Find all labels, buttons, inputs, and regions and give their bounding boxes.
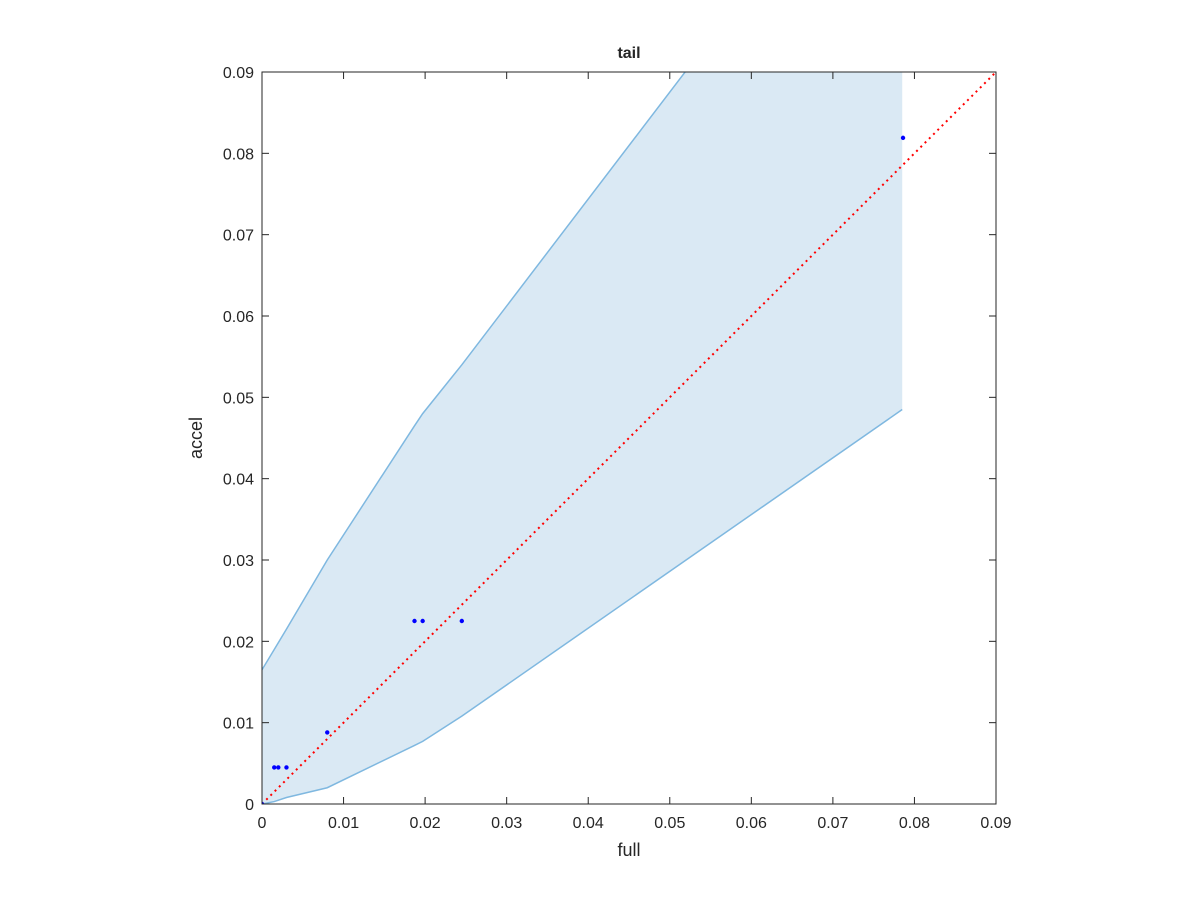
y-tick-label: 0.08 <box>223 146 254 163</box>
chart-title: tail <box>617 45 640 62</box>
y-tick-label: 0.04 <box>223 472 254 489</box>
y-tick-label: 0.09 <box>223 65 254 82</box>
data-point <box>276 765 281 770</box>
x-tick-label: 0.04 <box>573 815 604 832</box>
x-tick-label: 0.03 <box>491 815 522 832</box>
x-axis-label: full <box>617 840 640 860</box>
y-axis-label: accel <box>186 417 206 459</box>
data-point <box>459 618 465 624</box>
y-tick-label: 0.07 <box>223 228 254 245</box>
x-tick-label: 0.09 <box>980 815 1011 832</box>
band-lower-edge <box>262 408 903 804</box>
band-upper-edge <box>262 72 687 671</box>
y-tick-label: 0 <box>245 797 254 814</box>
data-point <box>412 618 417 624</box>
x-tick-label: 0.05 <box>654 815 685 832</box>
x-tick-label: 0.01 <box>328 815 359 832</box>
data-point <box>420 618 425 624</box>
data-point <box>325 730 330 735</box>
y-tick-label: 0.03 <box>223 553 254 570</box>
x-tick-label: 0 <box>258 815 267 832</box>
band-area <box>262 72 903 804</box>
y-tick-label: 0.06 <box>223 309 254 326</box>
y-tick-label: 0.05 <box>223 390 254 407</box>
data-point <box>900 135 906 141</box>
y-tick-label: 0.01 <box>223 716 254 733</box>
x-tick-label: 0.02 <box>410 815 441 832</box>
x-tick-label: 0.06 <box>736 815 767 832</box>
y-tick-label: 0.02 <box>223 634 254 651</box>
data-point <box>262 801 265 804</box>
axes-box <box>261 71 997 805</box>
x-tick-label: 0.08 <box>899 815 930 832</box>
plot-area <box>262 72 996 804</box>
data-point <box>284 765 289 770</box>
data-point <box>272 765 277 770</box>
x-tick-label: 0.07 <box>817 815 848 832</box>
